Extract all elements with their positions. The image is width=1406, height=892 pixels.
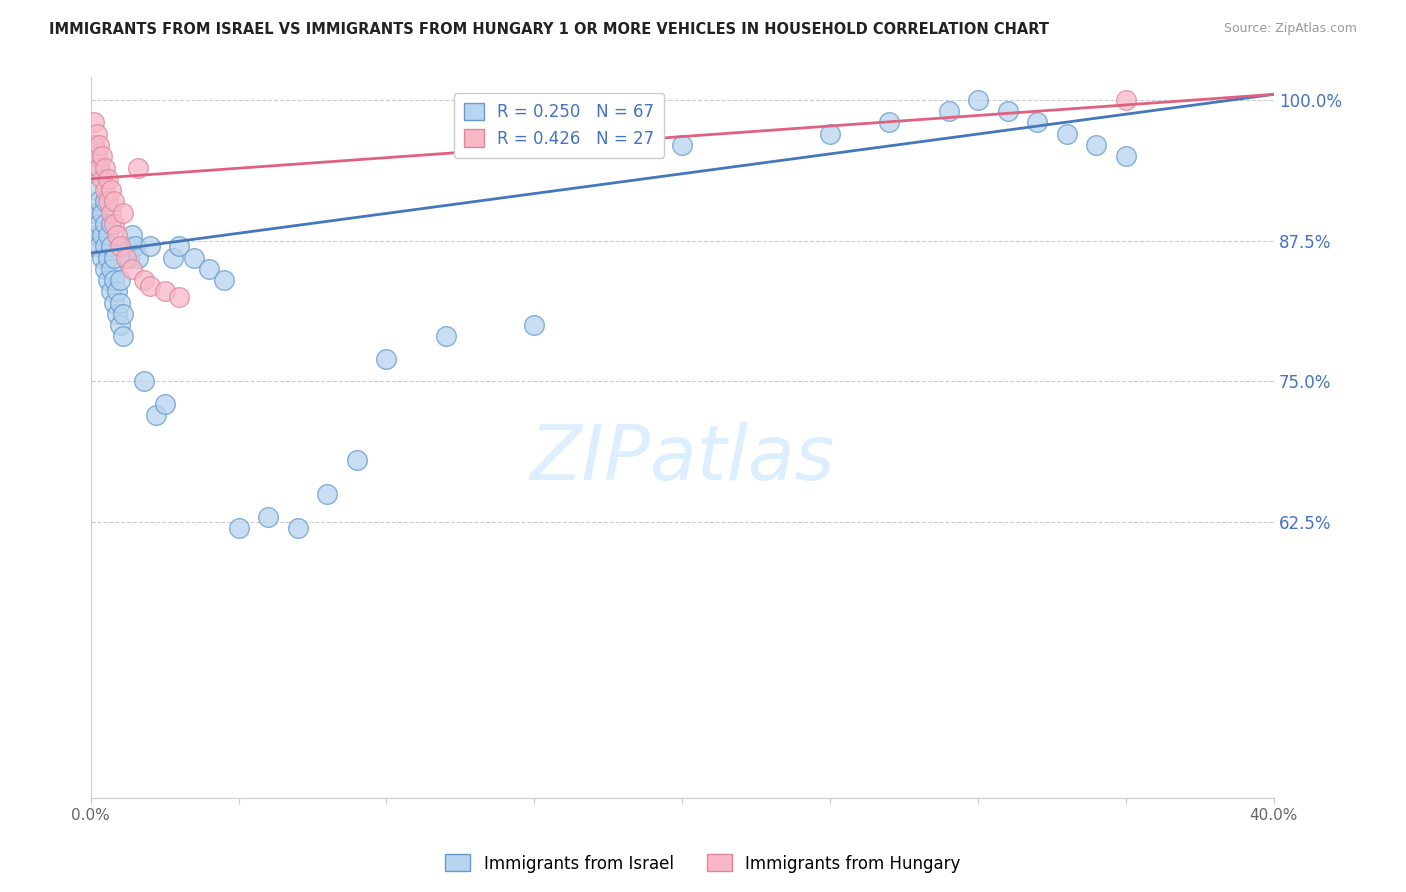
Point (997, 104, 1019, 119)
Point (127, 251, 149, 265)
Point (105, 228, 128, 243)
Point (967, 93, 990, 107)
Text: IMMIGRANTS FROM ISRAEL VS IMMIGRANTS FROM HUNGARY 1 OR MORE VEHICLES IN HOUSEHOL: IMMIGRANTS FROM ISRAEL VS IMMIGRANTS FRO… (49, 22, 1049, 37)
Point (103, 251, 125, 265)
Point (212, 273, 235, 287)
Point (112, 205, 135, 219)
Point (287, 521, 309, 535)
Point (91, 251, 114, 265)
Point (1085, 138, 1108, 153)
Point (103, 194, 125, 209)
Point (86, 205, 108, 219)
Point (316, 487, 339, 501)
Point (100, 183, 122, 197)
Point (105, 285, 128, 299)
Point (89, 239, 111, 253)
Point (94, 183, 117, 197)
Point (97, 171, 120, 186)
Point (91, 171, 114, 186)
Point (1115, 93, 1137, 107)
Point (1056, 127, 1078, 141)
Point (169, 239, 191, 253)
Text: ZIPatlas: ZIPatlas (530, 423, 835, 496)
Point (97, 194, 120, 209)
Legend: R = 0.250   N = 67, R = 0.426   N = 27: R = 0.250 N = 67, R = 0.426 N = 27 (454, 93, 665, 158)
Point (115, 251, 138, 265)
Point (132, 273, 155, 287)
Point (434, 329, 457, 343)
Point (115, 239, 138, 253)
Point (153, 397, 176, 411)
Point (100, 285, 122, 299)
Point (671, 138, 693, 153)
Point (86, 228, 108, 243)
Point (97, 228, 120, 243)
Point (127, 161, 149, 175)
Point (94, 261, 117, 276)
Legend: Immigrants from Israel, Immigrants from Hungary: Immigrants from Israel, Immigrants from … (439, 847, 967, 880)
Point (103, 295, 125, 310)
Point (523, 318, 546, 333)
Point (818, 127, 841, 141)
Point (153, 285, 176, 299)
Point (105, 307, 128, 321)
Point (257, 509, 280, 524)
Point (139, 278, 162, 293)
Point (94, 194, 117, 209)
Point (132, 375, 155, 389)
Point (375, 351, 398, 366)
Point (112, 329, 135, 343)
Point (145, 409, 167, 423)
Point (89, 138, 111, 153)
Point (108, 239, 131, 253)
Point (121, 261, 143, 276)
Point (89, 161, 111, 175)
Point (89, 161, 111, 175)
Point (91, 205, 114, 219)
Point (97, 273, 120, 287)
Point (938, 104, 960, 119)
Point (86, 149, 108, 163)
Point (124, 239, 146, 253)
Point (83, 138, 105, 153)
Point (228, 521, 250, 535)
Point (112, 307, 135, 321)
Point (118, 251, 141, 265)
Point (162, 251, 184, 265)
Point (83, 138, 105, 153)
Point (83, 205, 105, 219)
Point (89, 217, 111, 231)
Point (86, 127, 108, 141)
Point (169, 290, 191, 304)
Point (94, 217, 117, 231)
Point (139, 239, 162, 253)
Point (100, 261, 122, 276)
Point (94, 161, 117, 175)
Point (103, 217, 125, 231)
Point (1026, 115, 1049, 129)
Point (879, 115, 901, 129)
Point (346, 453, 368, 467)
Point (1115, 149, 1137, 163)
Point (100, 239, 122, 253)
Point (86, 149, 108, 163)
Point (100, 205, 122, 219)
Point (97, 251, 120, 265)
Text: Source: ZipAtlas.com: Source: ZipAtlas.com (1223, 22, 1357, 36)
Point (198, 261, 221, 276)
Point (108, 295, 131, 310)
Point (91, 149, 114, 163)
Point (83, 239, 105, 253)
Point (108, 273, 131, 287)
Point (103, 273, 125, 287)
Point (183, 251, 205, 265)
Point (121, 228, 143, 243)
Point (108, 318, 131, 333)
Point (94, 239, 117, 253)
Point (86, 183, 108, 197)
Point (83, 115, 105, 129)
Point (91, 228, 114, 243)
Point (89, 194, 111, 209)
Point (100, 217, 122, 231)
